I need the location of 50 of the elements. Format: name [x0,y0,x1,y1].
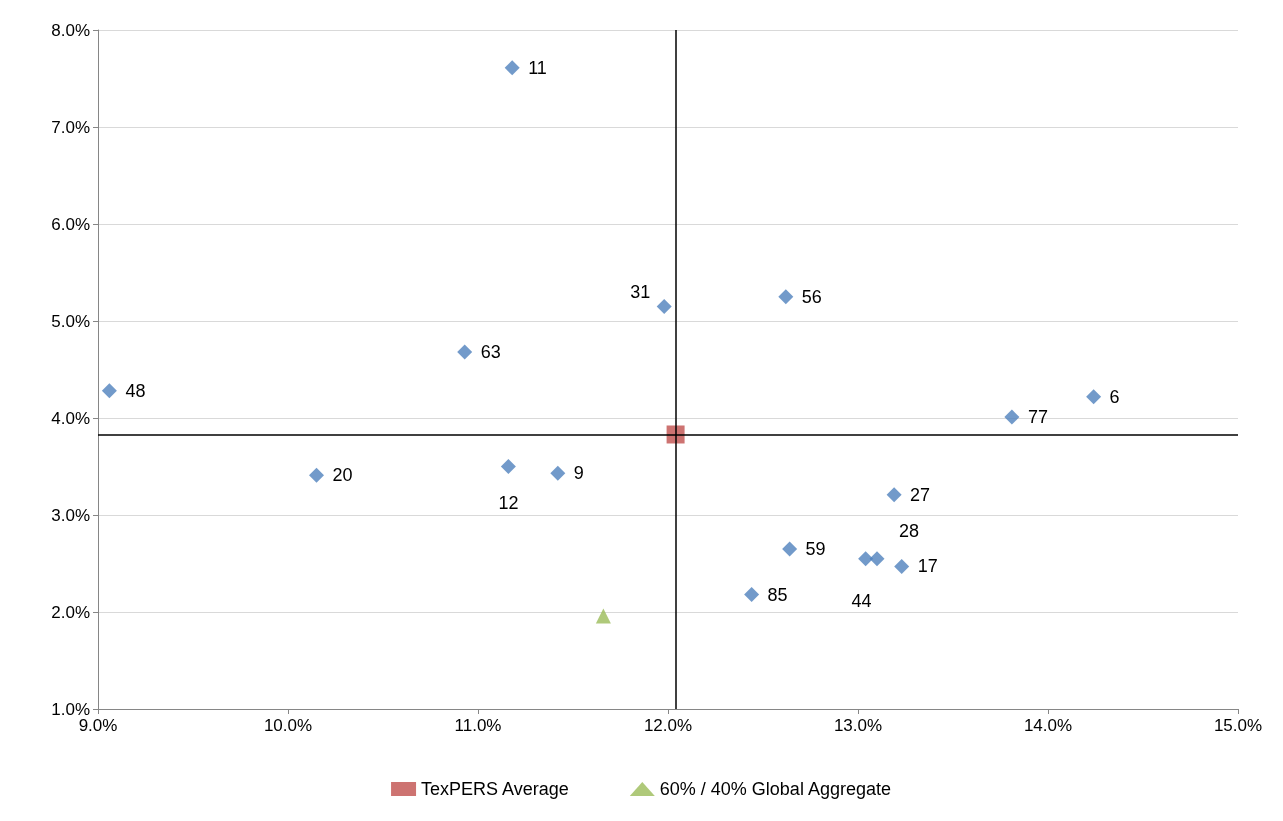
x-tick-label: 9.0% [78,716,118,735]
annotation: 11 [528,57,547,78]
annotation: 56 [801,286,822,307]
point [1086,389,1102,405]
y-tick-label: 5.0% [51,311,90,331]
point [504,60,520,76]
point [869,551,885,567]
annotation: 17 [917,556,938,577]
point [894,558,910,574]
y-tick-label: 6.0% [51,214,90,234]
point [782,541,798,557]
legend-label: 60% / 40% Global Aggregate [659,779,891,799]
y-tick-label: 7.0% [51,117,90,137]
x-tick-label: 11.0% [454,716,502,735]
x-tick-label: 15.0% [1213,716,1263,735]
point [595,608,611,624]
point [457,344,473,360]
annotation: 9 [573,463,584,484]
point [656,298,672,314]
annotation: 31 [630,282,651,303]
point [778,289,794,305]
point [550,465,566,481]
annotation: 28 [899,520,920,541]
annotation: 77 [1027,407,1048,428]
annotation: 44 [851,590,872,611]
annotation: 12 [498,492,519,513]
annotation: 59 [805,538,826,559]
annotation: 27 [910,484,931,505]
point [500,459,516,474]
x-tick-label: 14.0% [1023,716,1073,735]
x-tick-label: 10.0% [263,716,313,735]
point [309,467,324,483]
legend-label: TexPERS Average [421,779,569,799]
y-tick-label: 3.0% [51,505,90,525]
annotation: 20 [332,465,353,486]
x-tick-label: 12.0% [643,716,693,735]
y-tick-label: 8.0% [51,20,90,40]
annotation: 63 [480,342,501,363]
annotation: 6 [1109,386,1120,407]
x-tick-label: 13.0% [833,716,883,735]
annotation: 48 [125,380,146,401]
point [886,487,902,503]
point [858,551,874,567]
point [1004,409,1020,425]
y-tick-label: 2.0% [51,602,90,622]
y-tick-label: 4.0% [51,408,90,428]
point [101,383,117,399]
point [744,587,760,603]
annotation: 85 [767,584,788,605]
y-tick-label: 1.0% [51,699,90,719]
